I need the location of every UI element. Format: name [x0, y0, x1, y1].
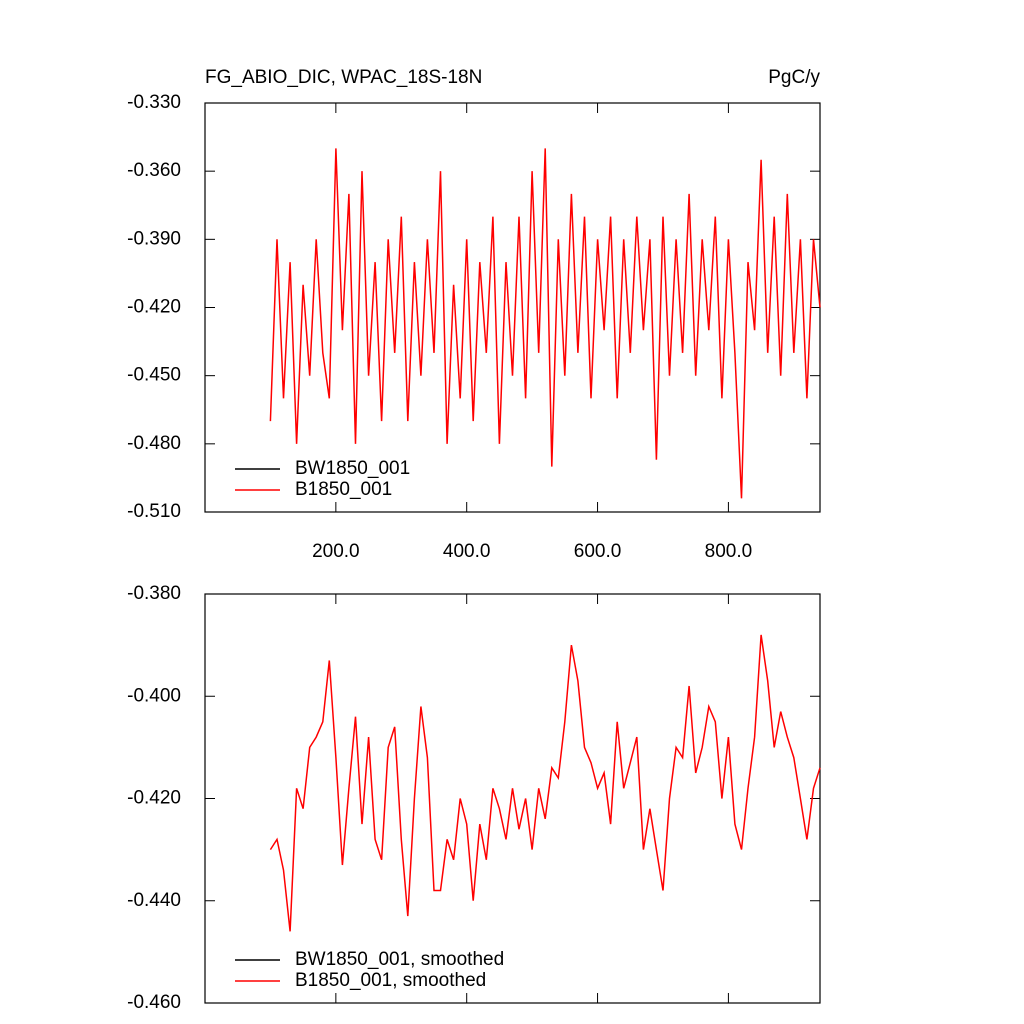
units-label: PgC/y	[768, 67, 820, 88]
y-tick-label: -0.510	[127, 501, 181, 522]
legend-label: B1850_001	[295, 479, 392, 500]
y-tick-label: -0.400	[127, 685, 181, 706]
data-line	[269, 148, 821, 499]
y-tick-label: -0.450	[127, 365, 181, 386]
legend-label: BW1850_001	[295, 458, 410, 479]
x-tick-label: 600.0	[574, 541, 622, 562]
y-tick-label: -0.420	[127, 297, 181, 318]
x-tick-label: 200.0	[312, 541, 360, 562]
y-tick-label: -0.360	[127, 160, 181, 181]
y-tick-label: -0.480	[127, 433, 181, 454]
y-tick-label: -0.390	[127, 228, 181, 249]
y-tick-label: -0.460	[127, 992, 181, 1013]
plot-frame	[204, 102, 821, 513]
legend-label: BW1850_001, smoothed	[295, 949, 504, 970]
data-line	[269, 634, 821, 932]
y-tick-label: -0.420	[127, 788, 181, 809]
x-tick-label: 800.0	[705, 541, 753, 562]
y-tick-label: -0.380	[127, 583, 181, 604]
x-tick-label: 400.0	[443, 541, 491, 562]
y-tick-label: -0.440	[127, 890, 181, 911]
legend-label: B1850_001, smoothed	[295, 970, 486, 991]
chart-title: FG_ABIO_DIC, WPAC_18S-18N	[205, 67, 482, 88]
plot-frame	[204, 593, 821, 1004]
y-tick-label: -0.330	[127, 92, 181, 113]
